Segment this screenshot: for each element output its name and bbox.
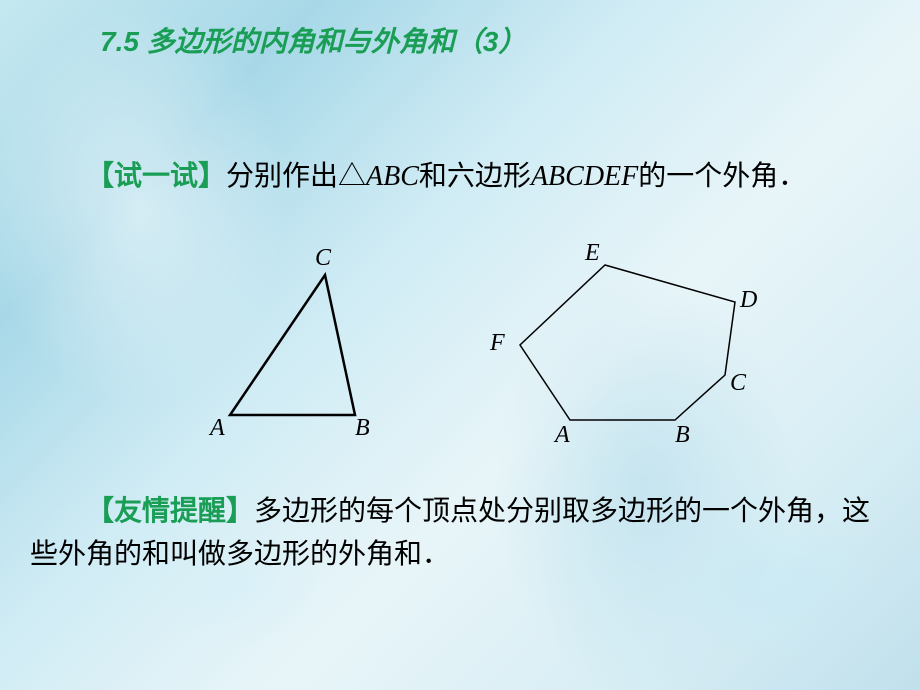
text-after: 的一个外角． (638, 161, 806, 192)
hexagon-shape (520, 265, 735, 420)
text-middle: 和六边形 (419, 161, 531, 192)
hexagon-vertex-f: F (490, 330, 505, 357)
hexagon-vertex-e: E (585, 240, 600, 267)
triangle-vertex-b: B (355, 415, 370, 442)
reminder-label: 【友情提醒】 (86, 496, 254, 527)
triangle-shape (230, 275, 355, 415)
hexagon-vertex-a: A (555, 422, 570, 449)
hexagon-diagram: A B C D E F (500, 245, 780, 455)
triangle-vertex-a: A (210, 415, 225, 442)
triangle-svg (210, 250, 410, 450)
friendly-reminder-paragraph: 【友情提醒】多边形的每个顶点处分别取多边形的一个外角，这些外角的和叫做多边形的外… (30, 490, 890, 577)
hexagon-vertex-b: B (675, 422, 690, 449)
diagram-container: A B C A B C D E F (0, 250, 920, 470)
hexagon-svg (500, 245, 780, 455)
try-it-paragraph: 【试一试】分别作出△ABC和六边形ABCDEF的一个外角． (30, 155, 890, 198)
triangle-vertex-c: C (315, 245, 331, 272)
text-before-triangle: 分别作出△ (226, 161, 366, 192)
triangle-diagram: A B C (210, 250, 410, 450)
triangle-name: ABC (366, 161, 419, 192)
hexagon-vertex-d: D (740, 287, 757, 314)
hexagon-name: ABCDEF (531, 161, 638, 192)
section-title: 7.5 多边形的内角和与外角和（3） (100, 20, 526, 60)
try-it-label: 【试一试】 (86, 161, 226, 192)
hexagon-vertex-c: C (730, 370, 746, 397)
